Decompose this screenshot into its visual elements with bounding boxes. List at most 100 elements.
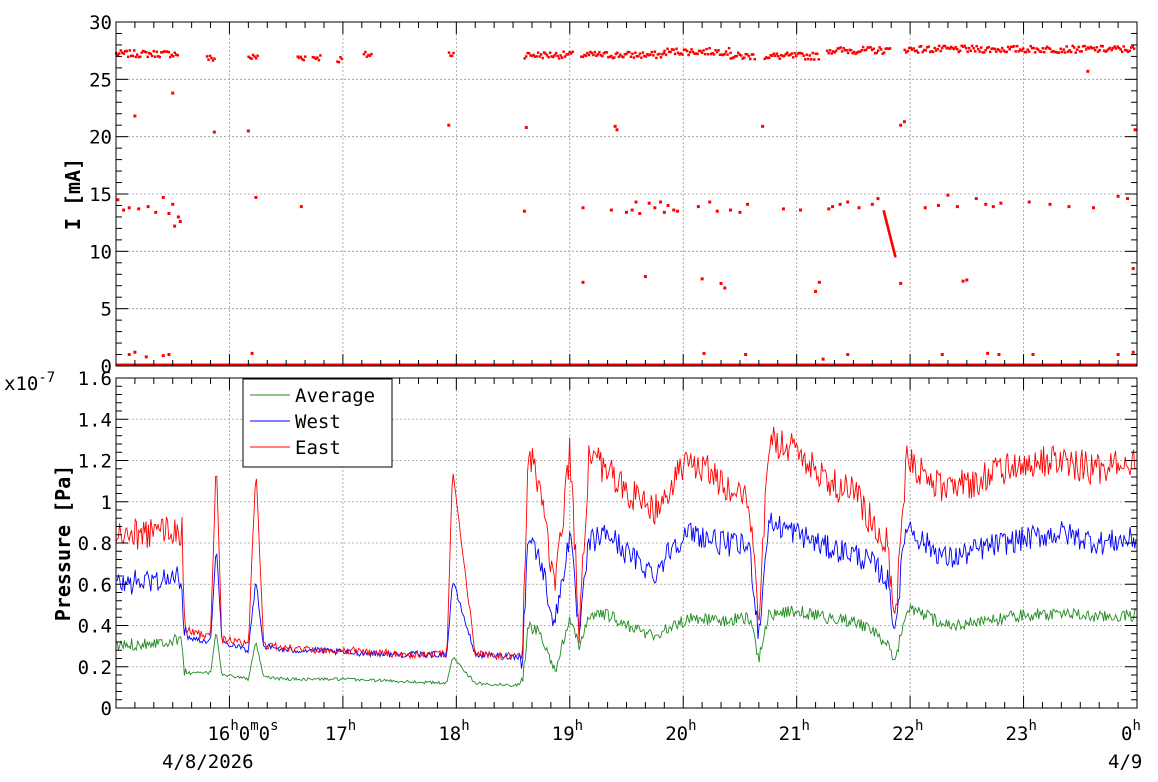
current-point	[587, 53, 591, 57]
current-point	[801, 52, 804, 55]
current-point	[530, 54, 534, 58]
current-point	[672, 48, 675, 52]
pressure-y-axis: 0 0.2 0.4 0.6 0.8 1 1.2 1.4 1.6	[78, 368, 1138, 720]
y-tick-label: 1.6	[78, 368, 112, 390]
current-point	[939, 49, 942, 53]
current-point	[867, 46, 871, 49]
current-point	[974, 197, 978, 201]
current-point	[1024, 50, 1028, 54]
current-point	[1111, 46, 1115, 50]
current-point	[682, 48, 686, 52]
current-point	[1087, 47, 1091, 50]
current-point	[532, 53, 535, 57]
current-point	[118, 52, 121, 55]
current-point	[923, 206, 927, 210]
current-point	[804, 58, 807, 61]
current-point	[1067, 205, 1071, 209]
current-point	[681, 53, 684, 56]
current-point	[208, 54, 212, 58]
current-point	[942, 44, 945, 48]
current-point	[250, 351, 254, 355]
current-point	[152, 49, 155, 53]
current-point	[930, 50, 933, 53]
current-point	[753, 57, 756, 61]
current-point	[813, 58, 816, 61]
current-point	[1056, 51, 1059, 54]
current-point	[362, 52, 366, 56]
current-point	[1086, 69, 1090, 73]
current-point	[661, 53, 664, 56]
current-point	[124, 50, 127, 53]
y-tick-label: 1.4	[78, 409, 112, 431]
current-point	[715, 50, 719, 54]
current-point	[887, 47, 890, 51]
current-point	[167, 211, 171, 215]
current-point	[551, 55, 555, 59]
current-point	[296, 55, 300, 58]
current-point	[623, 53, 627, 56]
current-point	[821, 357, 825, 361]
current-ramp-point	[890, 242, 894, 246]
current-point	[700, 51, 704, 55]
current-point	[1086, 46, 1089, 49]
current-point	[728, 208, 732, 212]
current-point	[251, 53, 255, 57]
current-point	[210, 56, 213, 60]
current-ramp-point	[892, 250, 896, 253]
current-point	[246, 129, 250, 133]
pressure-line-average	[115, 604, 1137, 687]
current-point	[158, 55, 161, 59]
current-point	[1096, 50, 1100, 53]
current-point	[970, 44, 974, 48]
current-data	[115, 44, 1137, 367]
current-point	[805, 53, 809, 56]
current-point	[875, 51, 878, 55]
current-point	[670, 48, 674, 51]
current-point	[526, 51, 529, 55]
current-point	[128, 49, 131, 52]
current-point	[212, 130, 216, 134]
current-point	[802, 54, 806, 58]
current-point	[1104, 50, 1107, 53]
current-point	[1074, 51, 1077, 54]
current-point	[687, 53, 690, 57]
current-point	[811, 51, 815, 55]
current-point	[827, 207, 831, 211]
current-point	[730, 56, 734, 60]
current-point	[163, 50, 166, 53]
current-point	[906, 49, 909, 53]
current-point	[562, 50, 565, 53]
current-point	[846, 51, 850, 55]
current-point	[777, 54, 780, 58]
current-point	[250, 57, 253, 60]
current-point	[662, 210, 666, 214]
current-point	[524, 125, 528, 129]
current-point	[766, 56, 770, 60]
current-point	[1035, 47, 1038, 50]
current-point	[966, 50, 969, 53]
current-point	[842, 46, 845, 50]
current-point	[708, 46, 711, 50]
current-point	[1122, 45, 1125, 48]
current-point	[337, 60, 341, 64]
current-point	[1108, 46, 1112, 50]
current-point	[1023, 50, 1026, 54]
current-point	[299, 55, 303, 59]
current-point	[1021, 47, 1025, 50]
current-ramp-point	[886, 223, 889, 227]
current-point	[1116, 194, 1120, 198]
current-point	[622, 55, 625, 59]
current-point	[949, 45, 953, 49]
current-point	[593, 50, 597, 54]
current-point	[961, 45, 965, 49]
time-tick-label: 19h	[552, 718, 583, 745]
legend-label-east: East	[295, 437, 341, 459]
current-point	[254, 57, 258, 60]
current-point	[910, 48, 914, 51]
current-point	[676, 209, 680, 213]
current-point	[769, 53, 773, 57]
current-point	[1011, 45, 1014, 48]
current-point	[529, 54, 532, 57]
current-point	[157, 55, 160, 58]
current-point	[878, 46, 881, 49]
